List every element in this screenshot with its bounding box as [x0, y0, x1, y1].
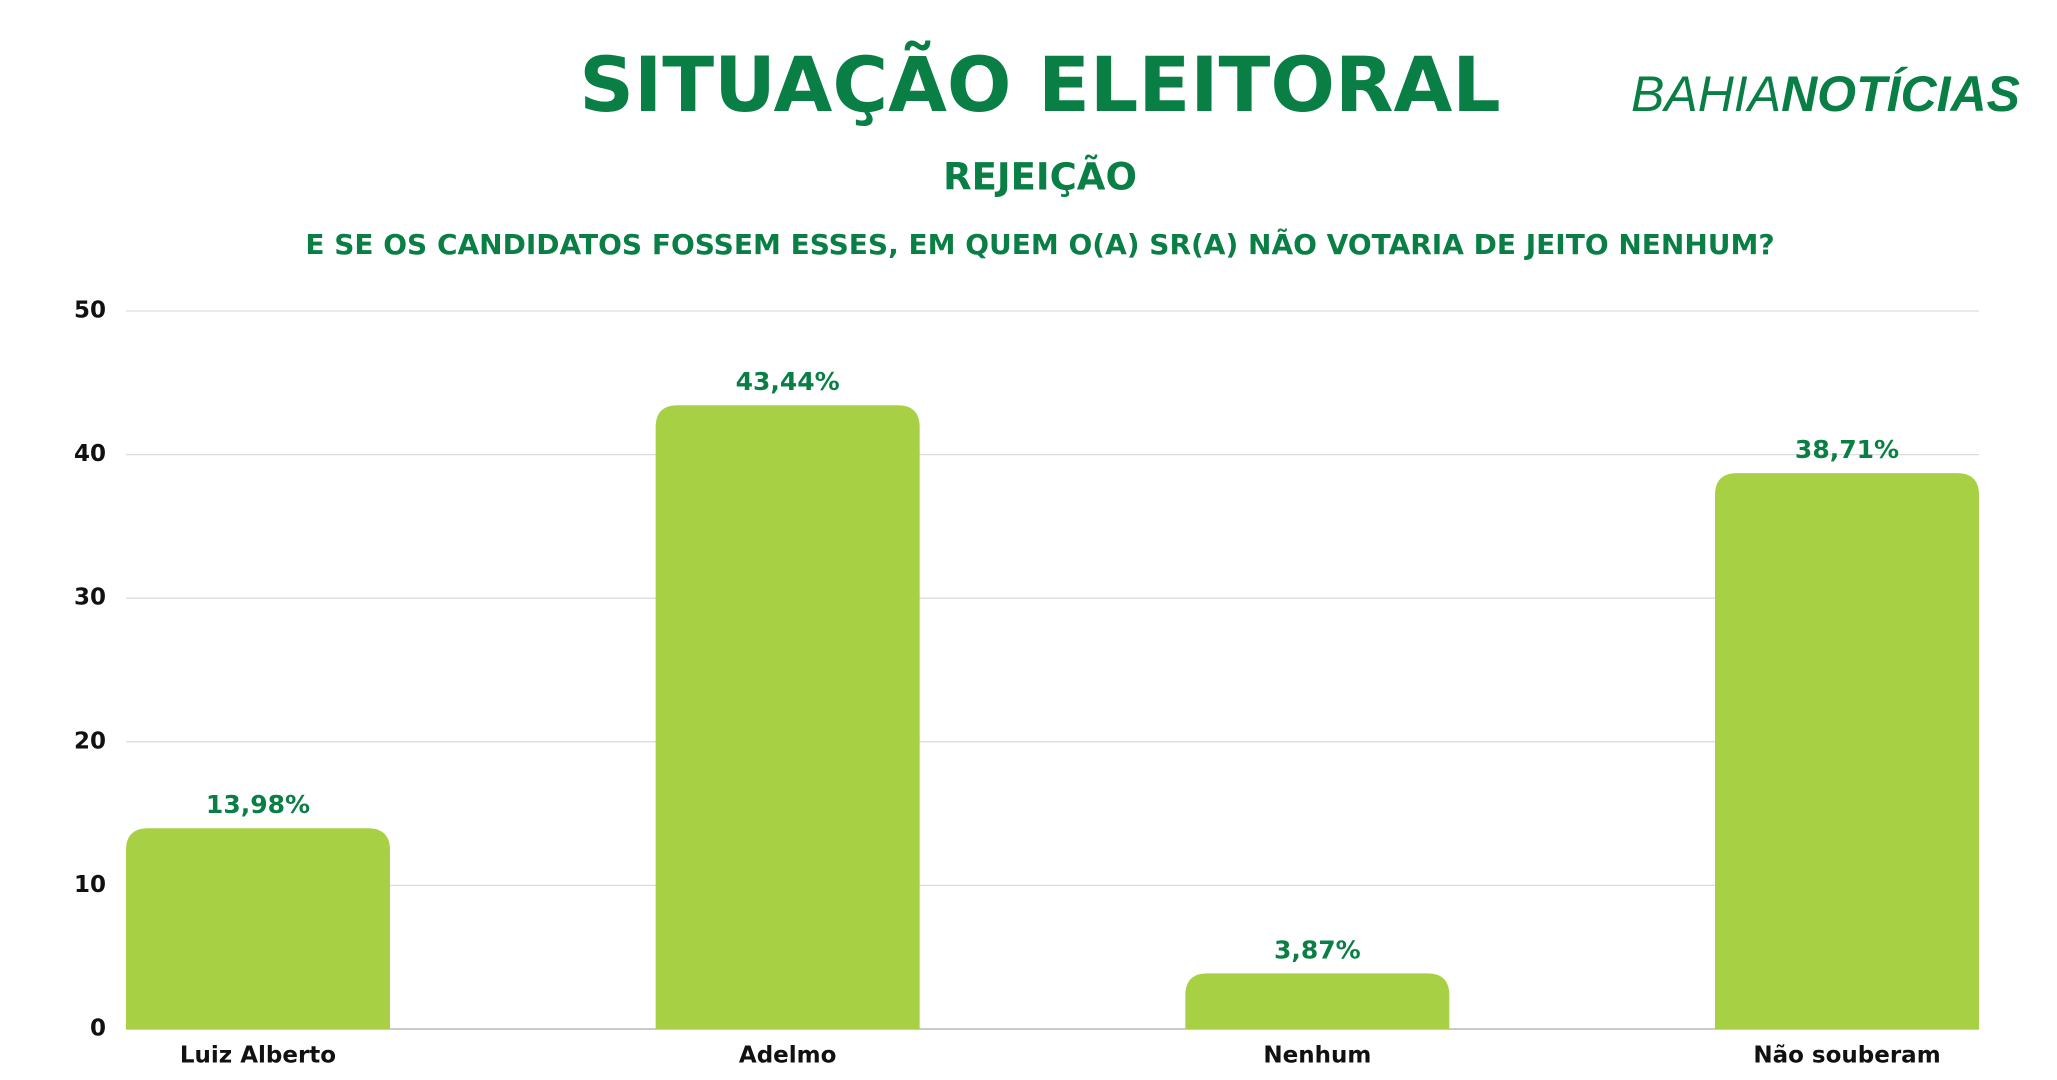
logo-light: BAHIA — [1631, 66, 1781, 122]
chart-title: SITUAÇÃO ELEITORAL — [579, 40, 1500, 129]
bar — [655, 405, 920, 1029]
x-tick-label: Adelmo — [739, 1043, 837, 1069]
logo-bold: NOTÍCIAS — [1781, 66, 2020, 122]
value-label: 13,98% — [206, 790, 310, 819]
y-tick-label: 20 — [74, 728, 106, 754]
bar — [1715, 473, 1979, 1029]
x-tick-label: Nenhum — [1263, 1043, 1371, 1069]
logo: BAHIANOTÍCIAS — [1631, 66, 2020, 122]
y-tick-label: 10 — [74, 872, 106, 898]
value-label: 43,44% — [736, 367, 840, 396]
bar — [126, 828, 390, 1029]
y-tick-label: 50 — [74, 298, 106, 324]
y-tick-label: 0 — [90, 1016, 106, 1042]
question: E SE OS CANDIDATOS FOSSEM ESSES, EM QUEM… — [305, 227, 1774, 261]
bar — [1185, 973, 1450, 1029]
value-label: 38,71% — [1795, 435, 1899, 464]
value-label: 3,87% — [1274, 935, 1361, 964]
y-tick-label: 30 — [74, 585, 106, 611]
chart-subtitle: REJEIÇÃO — [943, 155, 1137, 199]
y-tick-label: 40 — [74, 441, 106, 467]
x-tick-label: Não souberam — [1753, 1043, 1940, 1069]
x-tick-label: Luiz Alberto — [180, 1043, 336, 1069]
